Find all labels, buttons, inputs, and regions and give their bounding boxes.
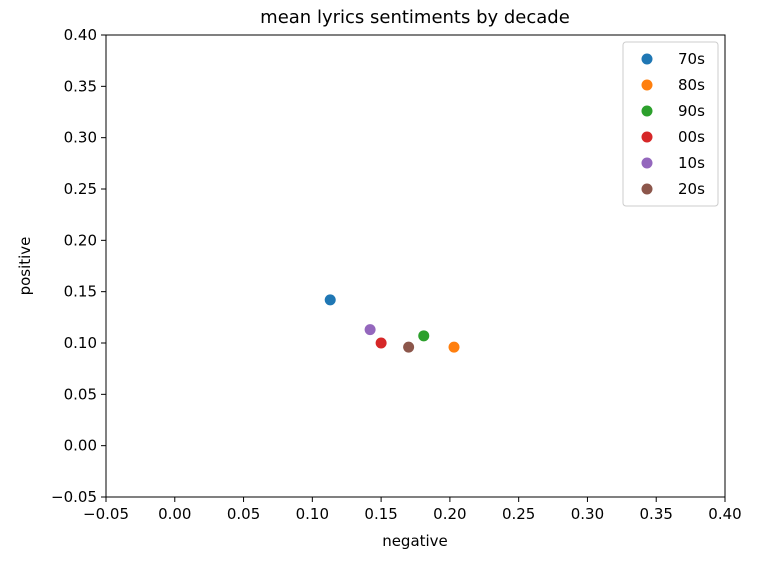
legend-label-10s: 10s <box>678 154 705 172</box>
x-tick-label: 0.20 <box>433 505 466 523</box>
legend-marker-10s <box>641 157 653 169</box>
x-tick-label: 0.05 <box>227 505 260 523</box>
y-tick-label: 0.35 <box>64 77 97 95</box>
x-axis-label: negative <box>382 532 448 550</box>
legend-marker-20s <box>641 183 653 195</box>
legend-marker-70s <box>641 53 653 65</box>
data-point-10s <box>364 324 376 336</box>
data-point-20s <box>403 341 415 353</box>
plot-frame <box>105 34 726 498</box>
y-axis: −0.05 0.00 0.05 0.10 0.15 0.20 0.25 0.30 0.35 0.4… <box>51 26 106 506</box>
legend-label-00s: 00s <box>678 128 705 146</box>
chart-title: mean lyrics sentiments by decade <box>260 7 570 28</box>
legend-label-20s: 20s <box>678 180 705 198</box>
legend-label-90s: 90s <box>678 102 705 120</box>
y-tick-label: 0.00 <box>64 437 97 455</box>
legend-marker-90s <box>641 105 653 117</box>
legend: 70s 80s 90s 00s 10s 20s <box>622 41 719 207</box>
data-point-80s <box>448 341 460 353</box>
y-tick-label: 0.40 <box>64 26 97 44</box>
y-tick-label: 0.25 <box>64 180 97 198</box>
x-tick-label: 0.10 <box>296 505 329 523</box>
x-tick-label: −0.05 <box>83 505 129 523</box>
x-tick-label: 0.30 <box>571 505 604 523</box>
x-axis: −0.05 0.00 0.05 0.10 0.15 0.20 0.25 0.30 0.35 0.4… <box>83 497 742 523</box>
y-tick-label: 0.30 <box>64 129 97 147</box>
legend-label-70s: 70s <box>678 50 705 68</box>
legend-marker-80s <box>641 79 653 91</box>
data-point-70s <box>324 294 336 306</box>
legend-label-80s: 80s <box>678 76 705 94</box>
plot-area <box>324 294 460 353</box>
x-tick-label: 0.00 <box>158 505 191 523</box>
x-tick-label: 0.40 <box>708 505 741 523</box>
y-tick-label: 0.20 <box>64 231 97 249</box>
y-tick-label: 0.10 <box>64 334 97 352</box>
data-point-00s <box>375 337 387 349</box>
y-tick-label: 0.05 <box>64 385 97 403</box>
x-tick-label: 0.35 <box>640 505 673 523</box>
data-point-90s <box>418 330 430 342</box>
y-tick-label: 0.15 <box>64 283 97 301</box>
legend-marker-00s <box>641 131 653 143</box>
x-tick-label: 0.25 <box>502 505 535 523</box>
x-tick-label: 0.15 <box>364 505 397 523</box>
y-tick-label: −0.05 <box>51 488 97 506</box>
y-axis-label: positive <box>16 237 34 296</box>
